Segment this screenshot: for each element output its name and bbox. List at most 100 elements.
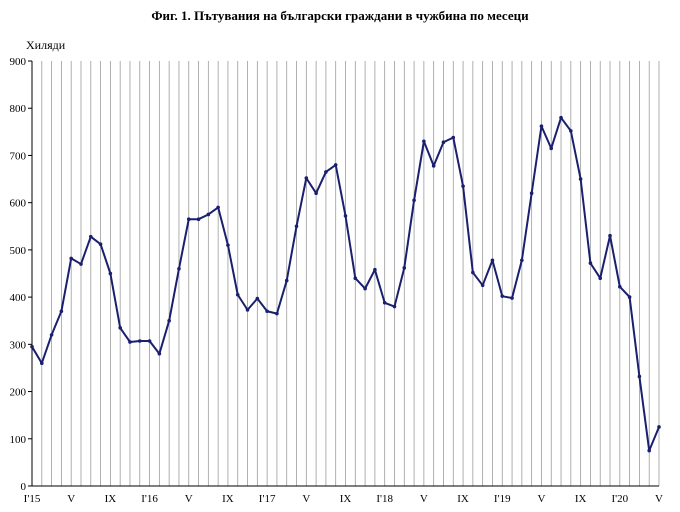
y-tick-label: 600 (10, 198, 27, 210)
data-point (98, 242, 103, 247)
data-point (422, 139, 426, 144)
data-point (118, 326, 122, 330)
x-tick-label: V (67, 493, 75, 505)
data-point (284, 278, 289, 283)
x-tick-label: IX (575, 493, 587, 505)
axes (28, 60, 659, 487)
data-point (314, 191, 318, 196)
x-tick-label: V (537, 493, 545, 505)
data-point (520, 258, 524, 263)
data-point (627, 295, 632, 299)
data-point (216, 205, 220, 210)
data-point (265, 309, 269, 314)
data-point (559, 115, 563, 120)
data-point (167, 318, 171, 323)
data-point (137, 339, 142, 343)
x-tick-label: IX (457, 493, 469, 505)
x-tick-label: I'20 (611, 493, 628, 505)
x-tick-label: I'16 (141, 493, 158, 505)
data-point (539, 124, 544, 128)
chart-title: Фиг. 1. Пътувания на български граждани … (151, 8, 529, 23)
y-tick-label: 700 (10, 150, 27, 162)
data-point (578, 177, 583, 181)
series-layer (30, 115, 661, 453)
data-point (59, 309, 64, 314)
data-point (255, 296, 260, 301)
data-point (569, 129, 573, 133)
data-point (441, 140, 446, 145)
data-point (637, 374, 642, 379)
data-point (226, 243, 230, 247)
data-point (157, 351, 162, 356)
data-point (49, 333, 54, 337)
data-point (177, 266, 181, 271)
data-point (353, 276, 358, 281)
data-point (471, 270, 475, 275)
x-tick-label: I'19 (494, 493, 511, 505)
data-point (549, 146, 554, 151)
data-point (461, 184, 465, 188)
data-point (598, 276, 603, 281)
x-tick-label: IX (105, 493, 117, 505)
data-point (245, 308, 250, 312)
y-tick-label: 900 (10, 56, 27, 68)
y-tick-label: 0 (21, 481, 27, 493)
data-point (128, 340, 132, 344)
vertical-gridlines (41, 61, 660, 486)
data-point (147, 339, 152, 343)
data-point (402, 266, 407, 270)
data-point (79, 262, 83, 266)
y-tick-label: 100 (10, 434, 27, 446)
data-point (500, 294, 505, 298)
data-point (373, 267, 377, 272)
data-point (324, 170, 328, 174)
data-point (618, 284, 622, 289)
data-point (647, 448, 652, 453)
data-point (69, 256, 73, 261)
data-point (392, 304, 397, 309)
data-point (39, 361, 44, 366)
y-tick-label: 800 (10, 103, 27, 115)
data-point (510, 296, 514, 300)
data-point (333, 163, 338, 167)
data-point (88, 234, 93, 239)
data-point (275, 311, 279, 316)
x-tick-labels: I'15 V IX I'16 V IX I'17 V IX I'18 V IX I'19 V IX I'20 V (24, 493, 663, 505)
x-tick-label: I'17 (259, 493, 276, 505)
data-point (108, 271, 113, 276)
data-point (529, 191, 534, 196)
data-point (588, 261, 593, 265)
x-tick-label: V (655, 493, 663, 505)
x-tick-label: IX (222, 493, 234, 505)
data-point (304, 176, 309, 180)
data-point (382, 300, 387, 305)
y-tick-labels: 0 100 200 300 400 500 600 700 800 900 (10, 56, 27, 493)
data-point (608, 233, 612, 238)
x-tick-label: IX (340, 493, 352, 505)
x-tick-label: I'18 (376, 493, 393, 505)
data-point (490, 258, 495, 263)
data-point (196, 217, 201, 221)
x-tick-label: V (185, 493, 193, 505)
data-point (363, 286, 367, 291)
y-unit-label: Хиляди (26, 38, 66, 52)
data-point (343, 214, 348, 218)
data-point (186, 217, 191, 221)
x-tick-label: V (302, 493, 310, 505)
data-point (431, 164, 436, 168)
data-point (30, 344, 34, 349)
data-point (412, 198, 416, 203)
data-point (451, 135, 456, 140)
x-tick-label: I'15 (24, 493, 41, 505)
data-point (235, 292, 240, 297)
data-point (657, 425, 661, 429)
data-point (480, 283, 485, 288)
data-point (294, 224, 299, 229)
x-tick-label: V (420, 493, 428, 505)
y-tick-label: 500 (10, 245, 27, 257)
y-tick-label: 400 (10, 292, 27, 304)
y-tick-label: 200 (10, 387, 27, 399)
data-point (206, 212, 211, 217)
y-tick-label: 300 (10, 339, 27, 351)
